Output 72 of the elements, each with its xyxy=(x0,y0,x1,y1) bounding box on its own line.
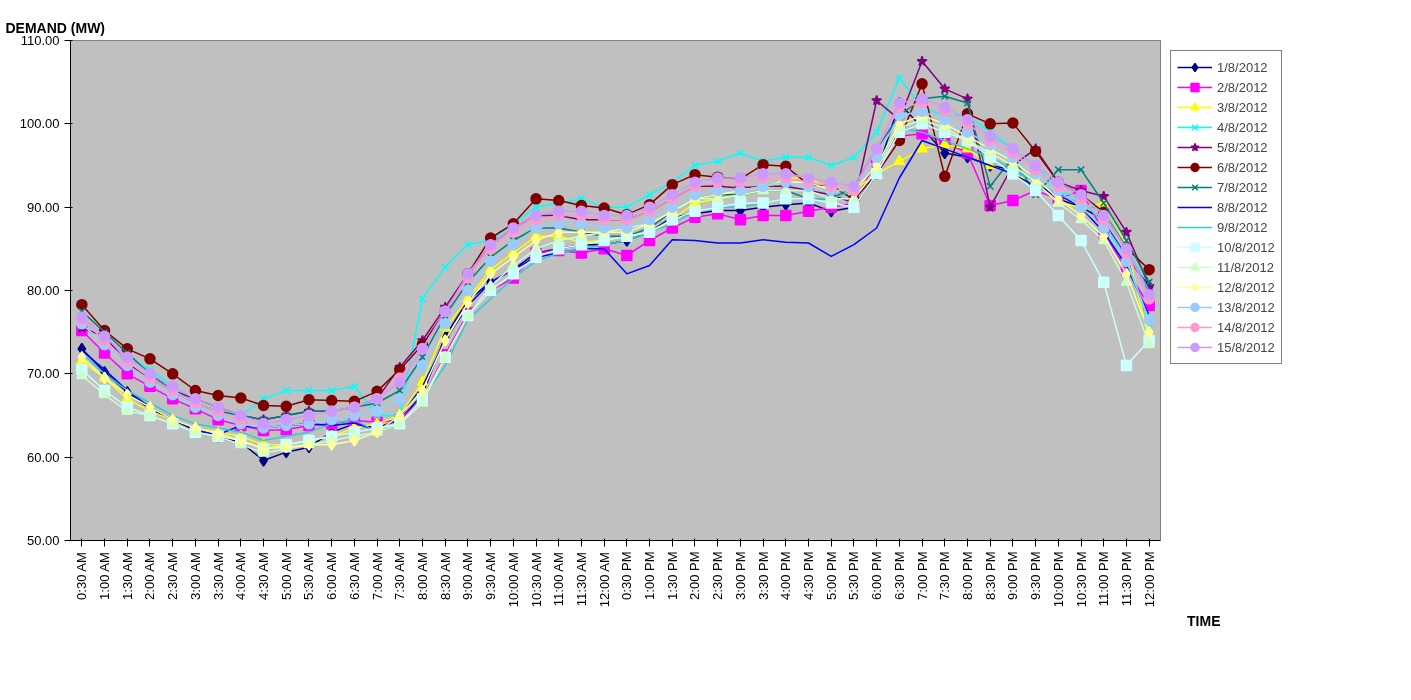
x-tick-label: 12:00 AM xyxy=(596,552,612,608)
y-tick-label: 70.00 xyxy=(26,366,60,382)
x-tick-label: 7:30 PM xyxy=(937,551,953,600)
x-tick-label: 9:30 AM xyxy=(483,552,499,600)
legend-label: 13/8/2012 xyxy=(1217,299,1275,315)
x-tick-label: 9:00 AM xyxy=(460,552,476,600)
x-tick-label: 12:00 PM xyxy=(1141,551,1157,608)
x-tick-label: 5:00 AM xyxy=(278,552,294,600)
x-tick-label: 5:30 AM xyxy=(301,552,317,600)
legend-label: 14/8/2012 xyxy=(1217,319,1275,335)
x-tick-label: 2:00 AM xyxy=(142,552,158,600)
x-tick-label: 0:30 AM xyxy=(74,552,90,600)
x-tick-label: 5:30 PM xyxy=(846,551,862,600)
legend-label: 9/8/2012 xyxy=(1217,219,1268,235)
x-tick-label: 2:30 AM xyxy=(165,552,181,600)
legend-label: 10/8/2012 xyxy=(1217,239,1275,255)
y-tick-label: 50.00 xyxy=(26,533,60,548)
x-tick-label: 6:30 AM xyxy=(346,552,362,600)
x-tick-label: 2:30 PM xyxy=(710,551,726,600)
legend-label: 7/8/2012 xyxy=(1217,179,1268,195)
legend-label: 6/8/2012 xyxy=(1217,159,1268,175)
x-tick-label: 2:00 PM xyxy=(687,551,703,600)
x-tick-label: 9:00 PM xyxy=(1005,551,1021,600)
legend-label: 3/8/2012 xyxy=(1217,99,1268,115)
x-tick-label: 1:00 PM xyxy=(642,551,658,600)
x-tick-label: 3:30 PM xyxy=(755,551,771,600)
x-tick-label: 7:00 AM xyxy=(369,552,385,600)
y-tick-label: 90.00 xyxy=(26,199,60,215)
y-tick-label: 110.00 xyxy=(20,33,60,48)
x-tick-label: 8:30 PM xyxy=(982,551,998,600)
x-axis-title: TIME xyxy=(1187,612,1221,629)
x-tick-label: 4:00 AM xyxy=(233,552,249,600)
x-tick-label: 3:00 PM xyxy=(732,551,748,600)
legend-label: 15/8/2012 xyxy=(1217,339,1275,355)
y-tick-label: 60.00 xyxy=(26,449,60,465)
x-tick-label: 7:30 AM xyxy=(392,552,408,600)
x-tick-label: 4:00 PM xyxy=(778,551,794,600)
x-tick-label: 10:00 AM xyxy=(505,552,521,608)
legend-label: 8/8/2012 xyxy=(1217,199,1268,215)
x-tick-label: 4:30 AM xyxy=(256,552,272,600)
x-tick-label: 8:00 AM xyxy=(414,552,430,600)
legend-label: 11/8/2012 xyxy=(1217,259,1274,275)
legend-label: 1/8/2012 xyxy=(1217,59,1268,75)
legend-label: 12/8/2012 xyxy=(1217,279,1275,295)
legend-label: 2/8/2012 xyxy=(1217,79,1268,95)
x-tick-label: 0:30 PM xyxy=(619,551,635,600)
x-tick-label: 8:00 PM xyxy=(959,551,975,600)
x-tick-label: 6:00 PM xyxy=(869,551,885,600)
x-tick-label: 10:30 AM xyxy=(528,552,544,608)
x-tick-label: 4:30 PM xyxy=(801,551,817,600)
y-axis-title: DEMAND (MW) xyxy=(5,19,106,36)
x-tick-label: 11:00 AM xyxy=(551,552,567,607)
x-tick-label: 10:00 PM xyxy=(1050,551,1066,608)
x-tick-label: 6:00 AM xyxy=(324,552,340,600)
x-tick-label: 11:30 AM xyxy=(573,552,589,607)
x-tick-label: 9:30 PM xyxy=(1028,551,1044,600)
y-tick-label: 100.00 xyxy=(19,116,60,132)
x-tick-label: 6:30 PM xyxy=(891,551,907,600)
legend-label: 4/8/2012 xyxy=(1217,119,1268,135)
x-tick-label: 7:00 PM xyxy=(914,551,930,600)
x-tick-label: 5:00 PM xyxy=(823,551,839,600)
x-tick-label: 3:30 AM xyxy=(210,552,226,600)
x-tick-label: 1:30 PM xyxy=(664,551,680,600)
x-tick-label: 11:30 PM xyxy=(1118,551,1134,607)
x-tick-label: 1:30 AM xyxy=(119,552,135,600)
x-tick-label: 8:30 AM xyxy=(437,552,453,600)
legend-label: 5/8/2012 xyxy=(1217,139,1268,155)
x-tick-label: 1:00 AM xyxy=(97,552,113,600)
x-tick-label: 11:00 PM xyxy=(1096,551,1112,607)
x-tick-label: 10:30 PM xyxy=(1073,551,1089,608)
x-tick-label: 3:00 AM xyxy=(187,552,203,600)
y-tick-label: 80.00 xyxy=(26,283,60,298)
